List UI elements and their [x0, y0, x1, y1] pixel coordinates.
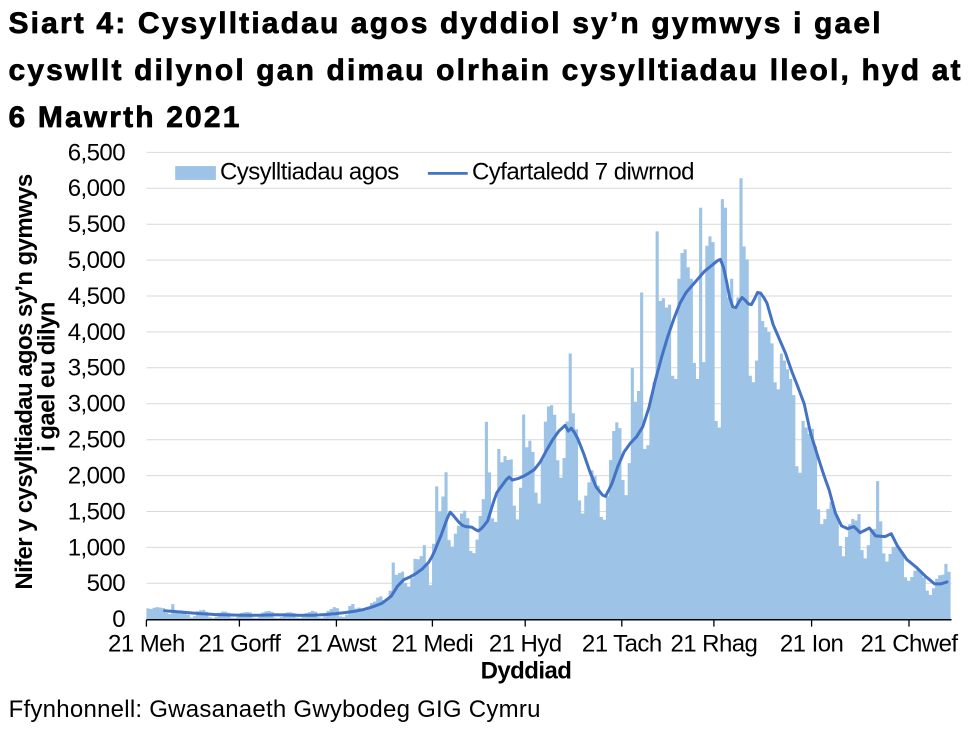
svg-text:21 Ion: 21 Ion	[780, 631, 843, 658]
svg-text:1,000: 1,000	[68, 534, 126, 561]
svg-text:Siart 4: Cysylltiadau agos dyd: Siart 4: Cysylltiadau agos dyddiol sy’n …	[9, 7, 883, 40]
svg-text:2,000: 2,000	[68, 463, 126, 490]
svg-text:3,500: 3,500	[68, 355, 126, 382]
svg-text:21 Medi: 21 Medi	[392, 631, 474, 658]
svg-text:5,000: 5,000	[68, 247, 126, 274]
svg-text:21 Rhag: 21 Rhag	[670, 631, 757, 658]
svg-text:3,000: 3,000	[68, 391, 126, 418]
svg-text:Ffynhonnell: Gwasanaeth Gwybod: Ffynhonnell: Gwasanaeth Gwybodeg GIG Cym…	[9, 696, 541, 723]
svg-text:21 Tach: 21 Tach	[582, 631, 662, 658]
svg-text:cyswllt dilynol gan dimau olrh: cyswllt dilynol gan dimau olrhain cysyll…	[9, 54, 963, 87]
svg-text:6,500: 6,500	[68, 139, 126, 166]
svg-text:21 Gorff: 21 Gorff	[198, 631, 281, 658]
svg-text:Cyfartaledd 7 diwrnod: Cyfartaledd 7 diwrnod	[472, 159, 694, 186]
svg-text:4,000: 4,000	[68, 319, 126, 346]
svg-text:500: 500	[87, 570, 126, 597]
svg-text:5,500: 5,500	[68, 211, 126, 238]
svg-text:6 Mawrth 2021: 6 Mawrth 2021	[9, 101, 242, 134]
svg-text:2,500: 2,500	[68, 427, 126, 454]
svg-text:Cysylltiadau agos: Cysylltiadau agos	[220, 159, 399, 186]
svg-text:6,000: 6,000	[68, 175, 126, 202]
svg-text:i gael eu dilyn: i gael eu dilyn	[34, 302, 61, 452]
svg-text:0: 0	[112, 606, 125, 633]
svg-text:21 Awst: 21 Awst	[297, 631, 378, 658]
svg-text:21 Chwef: 21 Chwef	[861, 631, 959, 658]
svg-text:21 Hyd: 21 Hyd	[489, 631, 562, 658]
svg-text:4,500: 4,500	[68, 283, 126, 310]
svg-text:1,500: 1,500	[68, 498, 126, 525]
svg-text:Nifer y cysylltiadau agos sy’n: Nifer y cysylltiadau agos sy’n gymwys	[11, 174, 38, 590]
svg-text:Dyddiad: Dyddiad	[481, 657, 572, 684]
svg-text:21 Meh: 21 Meh	[108, 631, 185, 658]
